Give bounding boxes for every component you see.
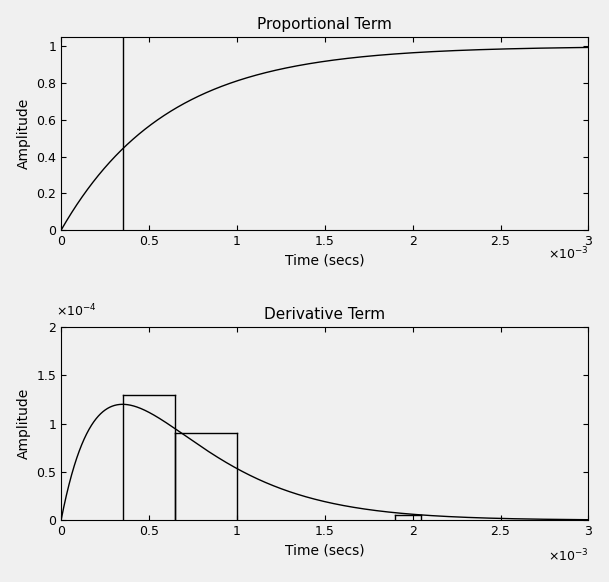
- Y-axis label: Amplitude: Amplitude: [16, 388, 30, 459]
- Text: $\times 10^{-3}$: $\times 10^{-3}$: [547, 246, 588, 262]
- X-axis label: Time (secs): Time (secs): [285, 544, 365, 558]
- Y-axis label: Amplitude: Amplitude: [16, 98, 30, 169]
- X-axis label: Time (secs): Time (secs): [285, 254, 365, 268]
- Title: Derivative Term: Derivative Term: [264, 307, 385, 322]
- Text: $\times 10^{-3}$: $\times 10^{-3}$: [547, 547, 588, 564]
- Text: $\times 10^{-4}$: $\times 10^{-4}$: [56, 303, 97, 320]
- Title: Proportional Term: Proportional Term: [257, 17, 392, 31]
